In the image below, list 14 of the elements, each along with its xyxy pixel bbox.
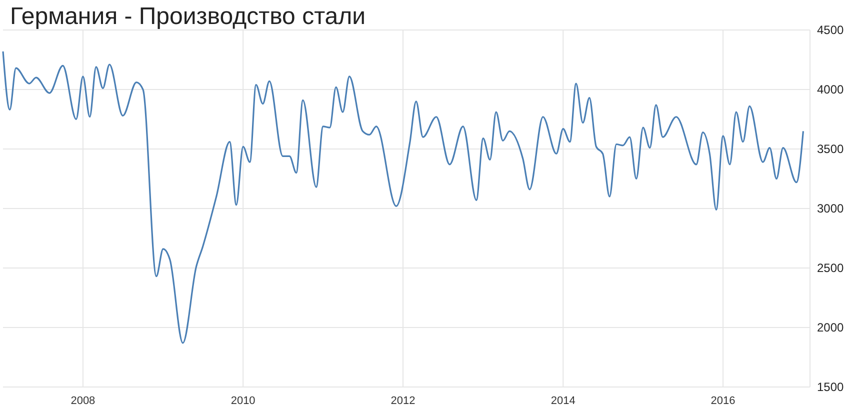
chart-title: Германия - Производство стали	[10, 3, 366, 30]
y-tick-label: 2500	[817, 261, 844, 276]
y-tick-label: 3000	[817, 202, 844, 216]
x-tick-label: 2016	[710, 395, 736, 407]
y-tick-label: 2000	[817, 320, 844, 335]
y-tick-label: 4000	[817, 82, 844, 97]
y-tick-label: 1500	[817, 380, 844, 394]
y-tick-label: 4500	[817, 23, 844, 38]
x-tick-label: 2008	[70, 395, 96, 407]
x-tick-label: 2010	[230, 395, 256, 407]
x-tick-label: 2012	[390, 395, 416, 407]
line-series	[2, 50, 804, 344]
x-tick-label: 2014	[550, 395, 576, 407]
y-tick-label: 3500	[817, 142, 844, 156]
